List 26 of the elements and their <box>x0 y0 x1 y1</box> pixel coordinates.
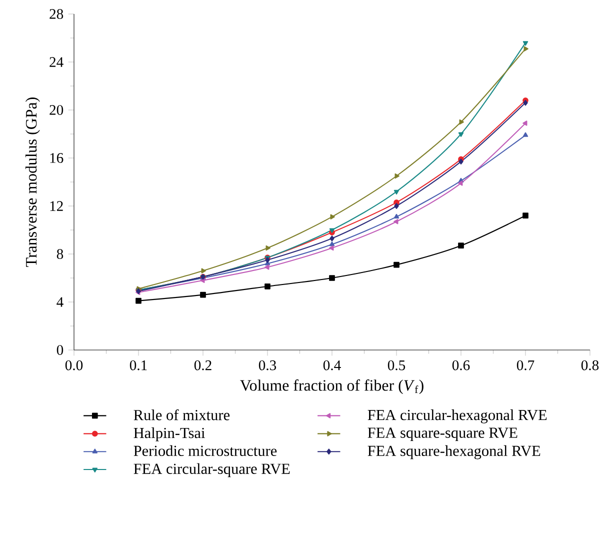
y-tick-label: 20 <box>50 105 64 115</box>
y-tick-label: 4 <box>56 297 64 307</box>
y-tick-label: 0 <box>56 345 64 355</box>
legend-label: Periodic microstructure <box>134 445 277 456</box>
x-tick-label: 0.0 <box>65 360 83 370</box>
x-tick-label: 0.1 <box>130 360 147 370</box>
y-tick-label: 12 <box>50 201 63 211</box>
legend-label: Rule of mixture <box>134 409 230 420</box>
legend-label: Halpin-Tsai <box>134 427 205 442</box>
y-axis-title: Transverse modulus (GPa) <box>25 98 40 267</box>
x-axis-title: Volume fraction of fiber (V$_{f}$) <box>240 379 424 394</box>
legend-label: FEA circular-hexagonal RVE <box>368 409 547 424</box>
x-tick-label: 0.3 <box>258 360 276 370</box>
y-tick-label: 16 <box>50 153 64 163</box>
x-tick-label: 0.7 <box>516 360 534 370</box>
x-tick-label: 0.6 <box>452 360 470 370</box>
x-tick-label: 0.8 <box>581 360 599 370</box>
x-tick-label: 0.4 <box>323 360 341 370</box>
legend-label: FEA square-square RVE <box>368 428 518 441</box>
x-tick-label: 0.2 <box>194 360 212 370</box>
y-tick-label: 24 <box>50 57 64 67</box>
legend-label: FEA square-hexagonal RVE <box>368 445 540 460</box>
legend-label: FEA circular-square RVE <box>134 463 290 478</box>
y-tick-label: 8 <box>56 249 64 259</box>
y-tick-label: 28 <box>50 9 64 19</box>
x-tick-label: 0.5 <box>388 360 406 370</box>
